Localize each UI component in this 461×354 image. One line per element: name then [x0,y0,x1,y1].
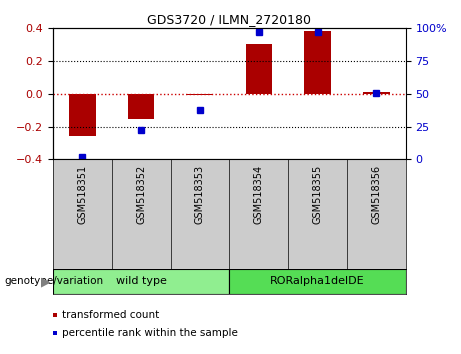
Bar [229,269,406,294]
Text: GSM518354: GSM518354 [254,165,264,224]
Text: wild type: wild type [116,276,166,286]
Text: GSM518353: GSM518353 [195,165,205,224]
Text: genotype/variation: genotype/variation [5,276,104,286]
Text: GSM518352: GSM518352 [136,165,146,224]
Text: GSM518351: GSM518351 [77,165,88,224]
Title: GDS3720 / ILMN_2720180: GDS3720 / ILMN_2720180 [148,13,311,26]
Text: percentile rank within the sample: percentile rank within the sample [62,328,238,338]
Bar [304,31,331,94]
Bar [363,92,390,94]
Bar [187,94,213,96]
Bar [53,269,230,294]
Bar [128,94,154,119]
Text: GSM518355: GSM518355 [313,165,323,224]
Text: ▶: ▶ [41,275,51,288]
Bar [246,44,272,94]
Text: RORalpha1delDE: RORalpha1delDE [270,276,365,286]
Text: GSM518356: GSM518356 [371,165,381,224]
Bar [69,94,95,136]
Text: transformed count: transformed count [62,310,159,320]
